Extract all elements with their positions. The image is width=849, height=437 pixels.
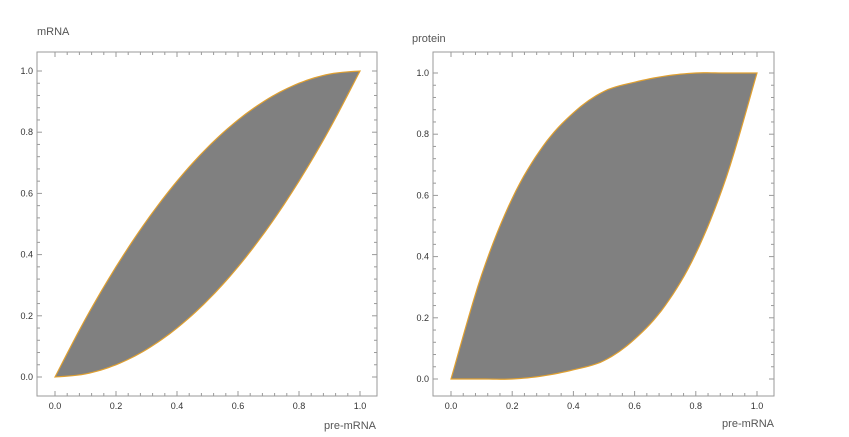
plot-frame — [36, 51, 378, 397]
x-tick-label: 0.2 — [506, 401, 519, 411]
x-tick-label: 1.0 — [751, 401, 764, 411]
shaded-region — [53, 70, 362, 378]
tick-marks — [37, 52, 377, 396]
x-tick-label: 1.0 — [354, 401, 367, 411]
x-tick-label: 0.4 — [567, 401, 580, 411]
x-tick-label: 0.0 — [49, 401, 62, 411]
x-tick-label: 0.8 — [293, 401, 306, 411]
y-tick-label: 0.2 — [416, 313, 429, 323]
y-tick-label: 1.0 — [416, 68, 429, 78]
y-tick-label: 0.8 — [416, 129, 429, 139]
x-tick-label: 0.2 — [110, 401, 123, 411]
y-tick-label: 1.0 — [20, 66, 33, 76]
x-tick-label: 0.4 — [171, 401, 184, 411]
y-tick-label: 0.0 — [20, 372, 33, 382]
x-axis-label: pre-mRNA — [324, 420, 377, 432]
y-tick-label: 0.6 — [416, 190, 429, 200]
y-tick-label: 0.6 — [20, 188, 33, 198]
x-tick-label: 0.8 — [690, 401, 703, 411]
x-tick-label: 0.6 — [232, 401, 245, 411]
y-axis-label: mRNA — [37, 26, 70, 38]
x-tick-labels: 0.0 0.2 0.4 0.6 0.8 1.0 — [445, 401, 764, 411]
x-axis-label: pre-mRNA — [722, 418, 775, 430]
y-tick-label: 0.4 — [20, 250, 33, 260]
x-tick-label: 0.6 — [628, 401, 641, 411]
y-tick-labels: 0.0 0.2 0.4 0.6 0.8 1.0 — [20, 66, 33, 382]
chart-mrna-vs-premrna: 0.0 0.2 0.4 0.6 0.8 1.0 0.0 0.2 0.4 0.6 0.8 1.0 mR… — [20, 26, 378, 432]
y-tick-label: 0.2 — [20, 311, 33, 321]
shaded-region — [450, 72, 758, 380]
x-tick-labels: 0.0 0.2 0.4 0.6 0.8 1.0 — [49, 401, 367, 411]
y-tick-label: 0.4 — [416, 252, 429, 262]
chart-protein-vs-premrna: 0.0 0.2 0.4 0.6 0.8 1.0 0.0 0.2 0.4 0.6 0.8 1.0 pr… — [412, 33, 775, 430]
y-tick-labels: 0.0 0.2 0.4 0.6 0.8 1.0 — [416, 68, 429, 384]
y-tick-label: 0.8 — [20, 127, 33, 137]
tick-marks — [433, 52, 774, 396]
y-axis-label: protein — [412, 33, 446, 45]
plot-frame — [432, 51, 775, 397]
x-tick-label: 0.0 — [445, 401, 458, 411]
y-tick-label: 0.0 — [416, 374, 429, 384]
